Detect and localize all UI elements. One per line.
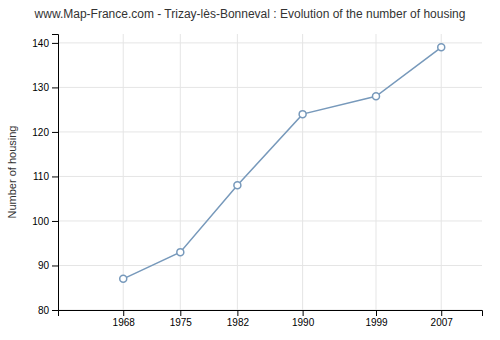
point: [373, 93, 380, 100]
point: [438, 44, 445, 51]
grid-line: [58, 176, 482, 177]
tick-label: 1975: [170, 317, 193, 328]
grid-line: [58, 87, 482, 88]
tick-label: 110: [33, 171, 49, 182]
tick-label: 1990: [292, 317, 315, 328]
grid-line: [180, 34, 181, 310]
tick-mark: [52, 87, 58, 88]
tick-label: 1982: [227, 317, 250, 328]
tick-label: 120: [32, 127, 49, 138]
grid: [58, 34, 482, 310]
tick: 1990: [292, 310, 315, 328]
tick: 130: [32, 82, 58, 93]
y-axis: 80 90 100 110 120 130 140: [32, 35, 58, 316]
tick: 1975: [170, 310, 193, 328]
grid-line: [441, 34, 442, 310]
tick-mark: [441, 310, 442, 316]
tick-mark: [52, 221, 58, 222]
grid-line: [123, 34, 124, 310]
axis-line: [59, 311, 483, 317]
tick-mark: [52, 176, 58, 177]
plot: 1968 1975 1982 1990 1999 2007 80 90 100 110 120 130…: [32, 34, 482, 328]
point: [177, 249, 184, 256]
tick: 140: [32, 38, 58, 49]
tick-mark: [180, 310, 181, 316]
tick: 1968: [113, 310, 136, 328]
point: [299, 111, 306, 118]
tick-label: 130: [32, 82, 49, 93]
tick-label: 90: [38, 260, 50, 271]
tick: 90: [38, 260, 58, 271]
point: [120, 275, 127, 282]
y-axis-title: Number of housing: [6, 126, 18, 219]
grid-line: [302, 34, 303, 310]
axis-line: [52, 35, 59, 311]
tick: 1982: [227, 310, 250, 328]
tick-label: 140: [32, 38, 49, 49]
line: [123, 47, 441, 278]
point: [234, 182, 241, 189]
tick-mark: [376, 310, 377, 316]
grid-line: [376, 34, 377, 310]
tick-label: 1968: [113, 317, 136, 328]
tick-mark: [303, 310, 304, 316]
x-axis: 1968 1975 1982 1990 1999 2007: [59, 310, 483, 328]
tick-mark: [52, 132, 58, 133]
tick: 80: [38, 305, 58, 316]
tick-mark: [123, 310, 124, 316]
marks: [120, 44, 445, 282]
tick: 1999: [365, 310, 388, 328]
tick-mark: [237, 310, 238, 316]
tick-label: 100: [32, 216, 49, 227]
tick-label: 2007: [431, 317, 454, 328]
tick-label: 80: [38, 305, 50, 316]
grid-line: [58, 265, 482, 266]
tick: 120: [32, 127, 58, 138]
title: www.Map-France.com - Trizay-lès-Bonneval…: [34, 7, 466, 21]
grid-line: [237, 34, 238, 310]
tick: 2007: [431, 310, 454, 328]
grid-line: [58, 220, 482, 221]
tick: 110: [33, 171, 58, 182]
grid-line: [58, 42, 482, 43]
tick-mark: [52, 310, 58, 311]
tick-mark: [52, 265, 58, 266]
grid-line: [58, 131, 482, 132]
chart: 1968 1975 1982 1990 1999 2007 80 90 100 110 120 130…: [0, 0, 500, 340]
tick-mark: [52, 43, 58, 44]
tick-label: 1999: [365, 317, 388, 328]
tick: 100: [32, 216, 58, 227]
